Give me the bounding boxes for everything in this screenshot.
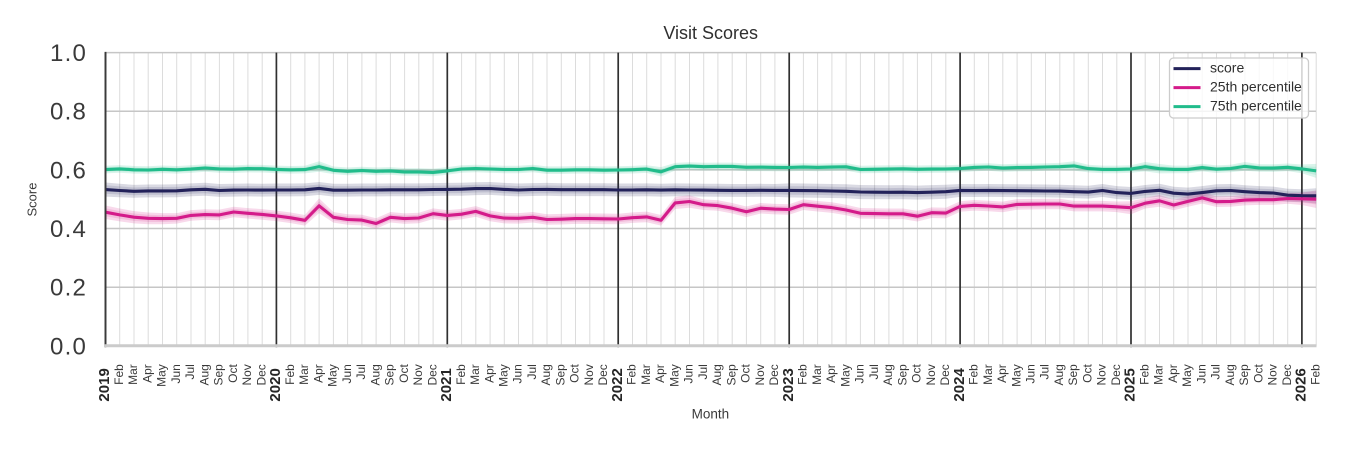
svg-text:Aug: Aug [1052,364,1066,385]
svg-text:Mar: Mar [1152,364,1166,385]
svg-text:May: May [155,364,169,387]
svg-text:Jul: Jul [696,364,710,379]
svg-text:Mar: Mar [639,364,653,385]
svg-text:Month: Month [692,407,730,422]
svg-text:Sep: Sep [724,364,738,386]
svg-text:May: May [667,364,681,387]
svg-text:Oct: Oct [568,364,582,383]
svg-text:Feb: Feb [1308,364,1322,385]
svg-text:Jul: Jul [867,364,881,379]
svg-text:Feb: Feb [796,364,810,385]
svg-text:Aug: Aug [1223,364,1237,385]
svg-text:Sep: Sep [1237,364,1251,386]
svg-text:Oct: Oct [1081,364,1095,383]
svg-text:2025: 2025 [1122,368,1139,401]
svg-text:Nov: Nov [411,364,425,385]
svg-text:Mar: Mar [297,364,311,385]
svg-text:Dec: Dec [1109,364,1123,385]
svg-text:Jun: Jun [1024,364,1038,383]
svg-text:2019: 2019 [96,368,113,401]
svg-text:Dec: Dec [1280,364,1294,385]
svg-text:Nov: Nov [582,364,596,385]
svg-text:0.0: 0.0 [50,333,87,360]
svg-text:Oct: Oct [397,364,411,383]
svg-text:May: May [1009,364,1023,387]
svg-text:Oct: Oct [739,364,753,383]
svg-text:Oct: Oct [226,364,240,383]
svg-text:Apr: Apr [995,364,1009,383]
svg-text:Jun: Jun [853,364,867,383]
svg-text:2026: 2026 [1293,368,1310,401]
svg-text:25th percentile: 25th percentile [1210,79,1302,95]
svg-text:Visit Scores: Visit Scores [663,23,758,43]
svg-text:Feb: Feb [454,364,468,385]
svg-text:May: May [326,364,340,387]
svg-text:Aug: Aug [368,364,382,385]
svg-text:2023: 2023 [780,368,797,401]
svg-text:Apr: Apr [653,364,667,383]
svg-text:Nov: Nov [753,364,767,385]
svg-text:2020: 2020 [267,368,284,401]
svg-text:Apr: Apr [311,364,325,383]
svg-text:Apr: Apr [824,364,838,383]
svg-text:score: score [1210,60,1244,76]
svg-text:2024: 2024 [951,368,968,402]
svg-text:Feb: Feb [1137,364,1151,385]
svg-text:Mar: Mar [810,364,824,385]
svg-text:Apr: Apr [482,364,496,383]
svg-text:0.6: 0.6 [50,157,87,184]
svg-text:0.8: 0.8 [50,99,87,126]
svg-text:Jun: Jun [340,364,354,383]
svg-text:Mar: Mar [468,364,482,385]
svg-text:Jul: Jul [1038,364,1052,379]
svg-text:Oct: Oct [1251,364,1265,383]
svg-text:Sep: Sep [1066,364,1080,386]
svg-text:Jul: Jul [1209,364,1223,379]
svg-text:Nov: Nov [240,364,254,385]
svg-text:1.0: 1.0 [50,40,87,67]
svg-text:May: May [497,364,511,387]
svg-text:Dec: Dec [767,364,781,385]
svg-text:Sep: Sep [554,364,568,386]
svg-text:Nov: Nov [1266,364,1280,385]
svg-text:Dec: Dec [938,364,952,385]
svg-text:Sep: Sep [212,364,226,386]
svg-text:Oct: Oct [910,364,924,383]
svg-text:Dec: Dec [425,364,439,385]
svg-text:Score: Score [25,183,40,217]
svg-text:May: May [1180,364,1194,387]
svg-text:Dec: Dec [254,364,268,385]
svg-text:Mar: Mar [126,364,140,385]
svg-text:Jul: Jul [183,364,197,379]
svg-text:Apr: Apr [140,364,154,383]
svg-text:Apr: Apr [1166,364,1180,383]
svg-text:Jul: Jul [354,364,368,379]
svg-text:Nov: Nov [924,364,938,385]
svg-text:Feb: Feb [967,364,981,385]
svg-text:Nov: Nov [1095,364,1109,385]
svg-text:Dec: Dec [596,364,610,385]
svg-text:Sep: Sep [383,364,397,386]
svg-text:Aug: Aug [881,364,895,385]
svg-text:Sep: Sep [895,364,909,386]
svg-text:Jun: Jun [169,364,183,383]
svg-text:May: May [838,364,852,387]
svg-text:Jun: Jun [1194,364,1208,383]
svg-text:Aug: Aug [710,364,724,385]
svg-text:75th percentile: 75th percentile [1210,98,1302,114]
svg-text:Aug: Aug [539,364,553,385]
svg-text:0.4: 0.4 [50,216,87,243]
svg-text:Feb: Feb [625,364,639,385]
svg-text:Jun: Jun [511,364,525,383]
svg-text:Feb: Feb [112,364,126,385]
svg-text:Aug: Aug [197,364,211,385]
svg-text:0.2: 0.2 [50,275,87,302]
svg-text:Jul: Jul [525,364,539,379]
svg-text:2021: 2021 [438,368,455,401]
svg-text:Mar: Mar [981,364,995,385]
svg-text:2022: 2022 [609,368,626,401]
svg-text:Jun: Jun [682,364,696,383]
svg-text:Feb: Feb [283,364,297,385]
